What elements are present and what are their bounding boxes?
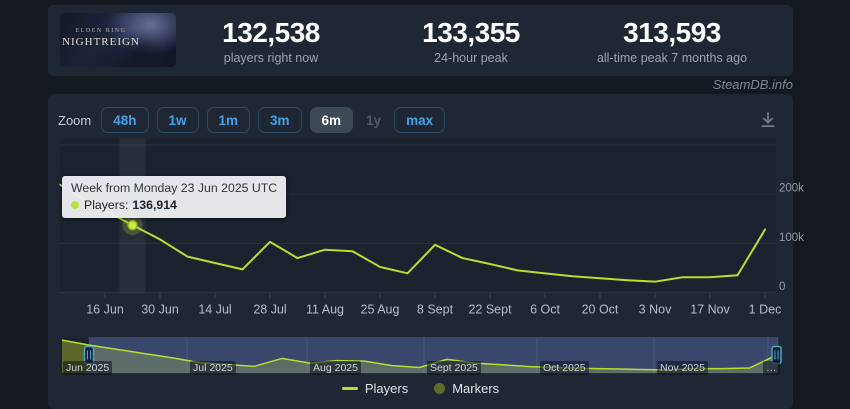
zoom-button-1y: 1y xyxy=(361,107,386,133)
stat-label: all-time peak 7 months ago xyxy=(596,51,748,65)
stat-24h-peak: 133,355 24-hour peak xyxy=(381,17,561,66)
zoom-buttons-group: 48h 1w 1m 3m 6m 1y max xyxy=(101,107,446,133)
zoom-button-6m[interactable]: 6m xyxy=(309,107,354,133)
legend-players-label: Players xyxy=(364,381,409,396)
stat-value: 133,355 xyxy=(422,17,520,48)
tooltip-title: Week from Monday 23 Jun 2025 UTC xyxy=(71,181,278,195)
nav-month-label: … xyxy=(763,361,780,375)
zoom-button-1w[interactable]: 1w xyxy=(156,107,199,133)
tooltip-value: 136,914 xyxy=(132,198,177,212)
stat-label: 24-hour peak xyxy=(434,51,508,65)
zoom-button-3m[interactable]: 3m xyxy=(258,107,302,133)
markers-dot-icon xyxy=(434,383,446,394)
series-color-dot-icon xyxy=(71,201,79,209)
header-panel: ELDEN RING NIGHTREIGN 132,538 players ri… xyxy=(48,5,793,76)
nav-month-label: Sept 2025 xyxy=(427,361,481,375)
nav-month-label: Oct 2025 xyxy=(540,361,589,375)
legend-item-players[interactable]: Players xyxy=(341,381,409,396)
zoom-button-1m[interactable]: 1m xyxy=(206,107,251,133)
game-title-small: ELDEN RING xyxy=(75,28,127,34)
stat-alltime-peak: 313,593 all-time peak 7 months ago xyxy=(562,17,782,66)
chart-legend: Players Markers xyxy=(48,381,793,396)
legend-markers-label: Markers xyxy=(452,381,500,396)
nav-month-label: Nov 2025 xyxy=(657,361,708,375)
stat-label: players right now xyxy=(223,51,319,65)
game-capsule-image[interactable]: ELDEN RING NIGHTREIGN xyxy=(60,13,176,67)
zoom-label: Zoom xyxy=(58,112,92,128)
zoom-button-max[interactable]: max xyxy=(394,107,446,133)
nav-month-label: Aug 2025 xyxy=(310,361,361,375)
steamdb-watermark-link[interactable]: SteamDB.info xyxy=(712,77,793,92)
stat-players-now: 132,538 players right now xyxy=(181,17,361,66)
nav-month-label: Jun 2025 xyxy=(63,361,113,375)
game-title-large: NIGHTREIGN xyxy=(62,36,140,48)
legend-item-markers[interactable]: Markers xyxy=(434,381,499,396)
zoom-button-48h[interactable]: 48h xyxy=(101,107,149,133)
tooltip-series-label: Players: xyxy=(84,198,129,212)
zoom-toolbar: Zoom 48h 1w 1m 3m 6m 1y max xyxy=(58,107,446,133)
download-button[interactable] xyxy=(754,106,782,134)
stat-value: 132,538 xyxy=(222,17,320,48)
players-line-icon xyxy=(341,387,358,390)
chart-tooltip: Week from Monday 23 Jun 2025 UTC Players… xyxy=(62,176,287,218)
nav-month-label: Jul 2025 xyxy=(190,361,236,375)
download-icon xyxy=(761,112,775,128)
stat-value: 313,593 xyxy=(623,17,721,48)
